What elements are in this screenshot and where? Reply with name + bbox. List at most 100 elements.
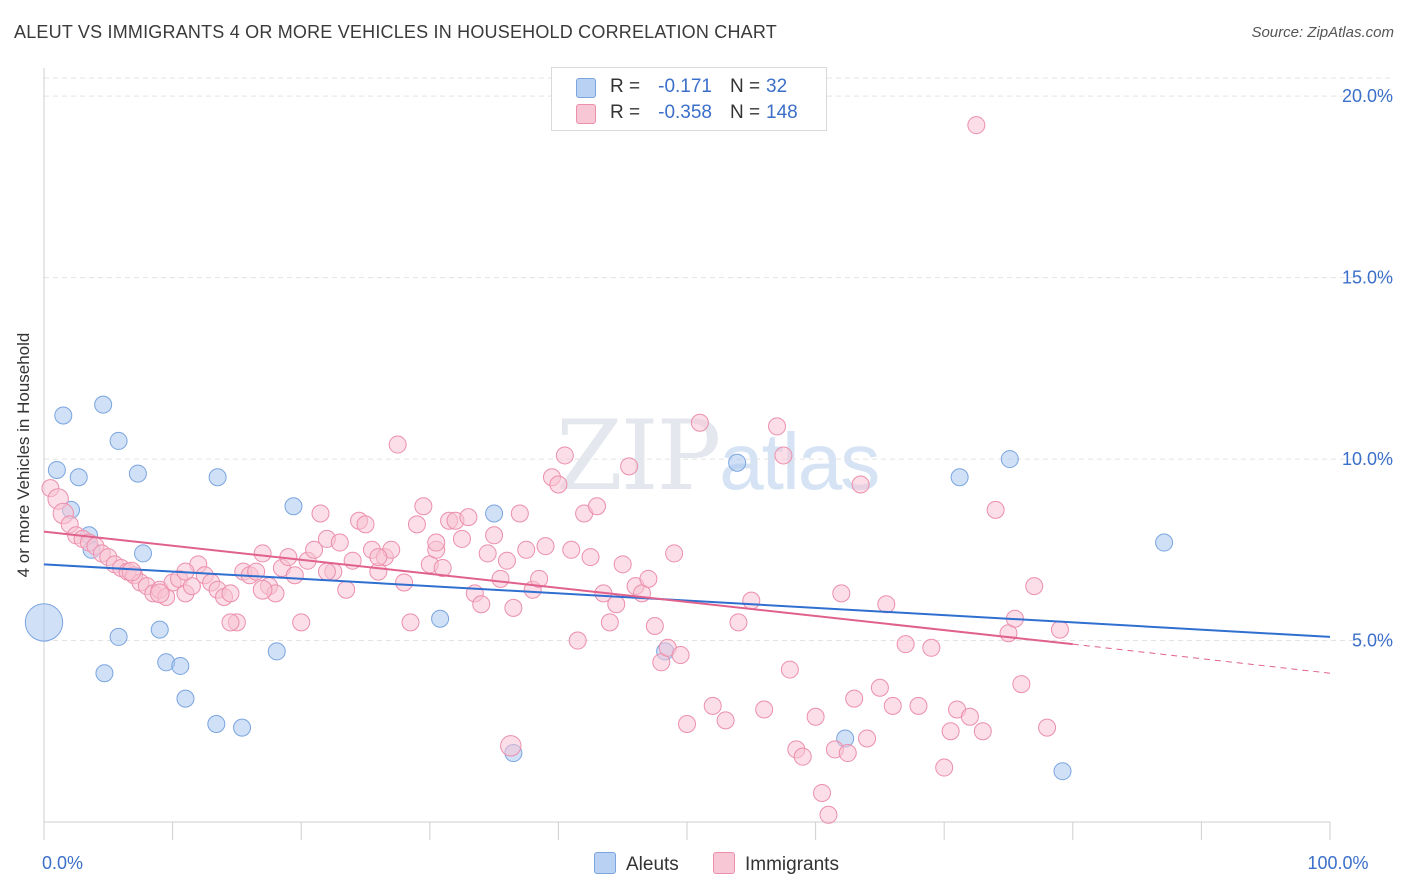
immigrants-point [149, 583, 170, 604]
aleuts-point [233, 718, 252, 737]
aleuts-point [95, 664, 114, 683]
aleuts-point [150, 620, 169, 639]
immigrants-point [478, 544, 497, 563]
immigrants-point [305, 540, 324, 559]
immigrants-point [858, 729, 877, 748]
immigrants-point [452, 529, 471, 548]
legend-swatch-aleuts [576, 78, 596, 98]
x-tick-label: 0.0% [42, 853, 83, 873]
aleuts-point [207, 715, 226, 734]
immigrants-point [414, 497, 433, 516]
immigrants-point [986, 500, 1005, 519]
immigrants-point [510, 504, 529, 523]
immigrants-point [729, 613, 748, 632]
immigrants-point [285, 566, 304, 585]
immigrants-point [703, 696, 722, 715]
aleuts-point [208, 468, 227, 487]
immigrants-point [671, 646, 690, 665]
immigrants-point [768, 417, 787, 436]
immigrants-point [427, 533, 446, 552]
immigrants-point [665, 544, 684, 563]
legend-item-aleuts[interactable]: Aleuts [594, 852, 679, 876]
immigrants-point [755, 700, 774, 719]
aleuts-point [1000, 450, 1019, 469]
aleuts-point [728, 453, 747, 472]
immigrants-point [832, 584, 851, 603]
y-tick-label: 15.0% [1342, 268, 1393, 288]
legend-n-label: N = [730, 102, 761, 123]
immigrants-point [793, 747, 812, 766]
legend-swatch-immigrants [713, 852, 735, 874]
immigrants-point [1012, 675, 1031, 694]
immigrants-point [485, 526, 504, 545]
legend-row-aleuts: R = -0.171 N = 32 [552, 74, 826, 102]
immigrants-point [973, 722, 992, 741]
aleuts-point [47, 460, 66, 479]
immigrants-point [851, 475, 870, 494]
aleuts-point [284, 497, 303, 516]
immigrants-point [395, 573, 414, 592]
immigrants-point [716, 711, 735, 730]
immigrants-point [221, 584, 240, 603]
immigrants-point [587, 497, 606, 516]
immigrants-point [517, 540, 536, 559]
immigrants-trend-line [43, 530, 1073, 646]
immigrants-point [877, 595, 896, 614]
y-axis-label: 4 or more Vehicles in Household [14, 332, 33, 578]
immigrants-point [472, 595, 491, 614]
immigrants-point [388, 435, 407, 454]
aleuts-point [128, 464, 147, 483]
legend-r-value: -0.358 [658, 102, 712, 123]
immigrants-point [504, 598, 523, 617]
immigrants-point [317, 562, 336, 581]
legend-n-label: N = [730, 76, 761, 97]
immigrants-trend-extension [1072, 643, 1331, 674]
immigrants-point [607, 595, 626, 614]
immigrants-point [813, 783, 832, 802]
immigrants-point [967, 116, 986, 135]
immigrants-point [690, 413, 709, 432]
aleuts-point [69, 468, 88, 487]
aleuts-point [1053, 762, 1072, 781]
immigrants-point [500, 735, 522, 757]
immigrants-point [433, 558, 452, 577]
immigrants-point [121, 561, 142, 582]
immigrants-point [549, 475, 568, 494]
immigrants-point [337, 580, 356, 599]
immigrants-point [845, 689, 864, 708]
legend-item-immigrants[interactable]: Immigrants [713, 852, 839, 876]
legend-row-immigrants: R = -0.358 N = 148 [552, 100, 826, 128]
immigrants-point [311, 504, 330, 523]
immigrants-point [292, 613, 311, 632]
aleuts-point [24, 603, 64, 642]
immigrants-point [253, 544, 272, 563]
immigrants-point [581, 548, 600, 567]
immigrants-point [941, 722, 960, 741]
immigrants-point [369, 548, 388, 567]
immigrants-point [678, 715, 696, 734]
immigrants-point [459, 508, 478, 527]
immigrants-point [568, 631, 587, 650]
immigrants-point [819, 805, 838, 824]
y-tick-label: 10.0% [1342, 449, 1393, 469]
aleuts-point [94, 395, 113, 414]
immigrants-point [536, 537, 555, 556]
aleuts-point [54, 406, 73, 425]
immigrants-point [922, 638, 941, 657]
immigrants-point [935, 758, 954, 777]
immigrants-point [1025, 577, 1044, 596]
immigrants-point [530, 569, 549, 588]
immigrants-point [252, 579, 273, 600]
immigrants-point [838, 744, 857, 763]
aleuts-point [109, 431, 128, 450]
immigrants-point [562, 540, 581, 559]
immigrants-point [497, 551, 516, 570]
immigrants-point [1050, 620, 1069, 639]
immigrants-point [806, 707, 825, 726]
aleuts-trend-line [43, 563, 1331, 638]
immigrants-point [491, 569, 510, 588]
immigrants-point [639, 569, 658, 588]
legend-label-aleuts: Aleuts [626, 854, 679, 875]
aleuts-point [176, 689, 195, 708]
chart-title: ALEUT VS IMMIGRANTS 4 OR MORE VEHICLES I… [14, 22, 777, 42]
